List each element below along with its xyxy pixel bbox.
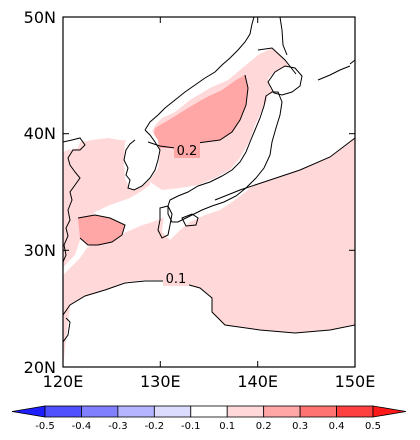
colorbar-label: 0.2 — [256, 421, 272, 432]
lat-label-30N: 30N — [24, 241, 56, 260]
contour-0.2-eastchina — [77, 214, 126, 246]
colorbar-label: 0.4 — [329, 421, 345, 432]
colorbar-box — [153, 405, 192, 418]
coast-hokkaido — [267, 65, 303, 96]
axis-ticks — [62, 17, 356, 367]
colorbar-box — [81, 405, 119, 418]
colorbar-label: 0.3 — [292, 421, 308, 432]
shade-region-eastchina-strong — [78, 215, 125, 245]
lat-label-50N: 50N — [24, 8, 56, 27]
colorbar-box — [226, 405, 265, 418]
contour-lines — [63, 47, 355, 334]
colorbar-box — [299, 405, 337, 418]
lon-label-120E: 120E — [43, 372, 84, 391]
colorbar: -0.5 -0.4 -0.3 -0.2 -0.1 0.1 0.2 0.3 0.4 0.5 — [11, 405, 407, 432]
colorbar-label: -0.2 — [145, 421, 165, 432]
lon-label-130E: 130E — [140, 372, 181, 391]
lon-label-140E: 140E — [237, 372, 278, 391]
colorbar-box — [190, 405, 228, 418]
colorbar-arrow-left — [11, 405, 46, 418]
coast-mainland — [63, 137, 86, 263]
hokkaido-land — [268, 65, 305, 96]
coast-kamchatka — [349, 59, 355, 65]
colorbar-arrow-right — [372, 405, 407, 418]
colorbar-box — [263, 405, 301, 418]
coast-japan-shikoku — [181, 213, 199, 227]
colorbar-label: -0.3 — [108, 421, 128, 432]
contour-label-bg-1 — [174, 142, 200, 158]
coast-kuril — [317, 65, 351, 81]
colorbar-label: 0.1 — [219, 421, 235, 432]
plot-frame — [62, 16, 356, 368]
colorbar-box — [336, 405, 374, 418]
mainland-land — [63, 17, 270, 142]
contour-label-bg-2 — [163, 270, 189, 286]
colorbar-label: -0.4 — [72, 421, 92, 432]
shade-region-japansea-strong — [152, 75, 248, 148]
shade-region-ocean — [63, 138, 355, 367]
coast-taiwan — [63, 317, 71, 343]
contour-0.1-ocean — [63, 280, 355, 334]
contour-label-0.1: 0.1 — [166, 272, 187, 287]
colorbar-label: -0.5 — [35, 421, 55, 432]
colorbar-label: 0.5 — [365, 421, 381, 432]
coast-sakhalin — [279, 17, 288, 56]
contour-label-0.2: 0.2 — [177, 144, 198, 159]
colorbar-box — [44, 405, 82, 418]
lat-label-20N: 20N — [24, 358, 56, 377]
coastlines — [63, 17, 355, 343]
shading-layer — [63, 17, 355, 367]
coast-korea — [123, 129, 161, 191]
lon-label-150E: 150E — [335, 372, 376, 391]
japan-land — [162, 92, 282, 240]
contour-0.1-ocean-top — [214, 137, 355, 201]
contour-0.2-japansea — [147, 74, 249, 149]
coast-japan-kyushu — [157, 205, 173, 239]
lat-label-40N: 40N — [24, 124, 56, 143]
colorbar-label: -0.1 — [181, 421, 201, 432]
coast-japan-honshu — [167, 91, 283, 223]
coast-manchuria — [144, 17, 255, 131]
colorbar-box — [117, 405, 155, 418]
